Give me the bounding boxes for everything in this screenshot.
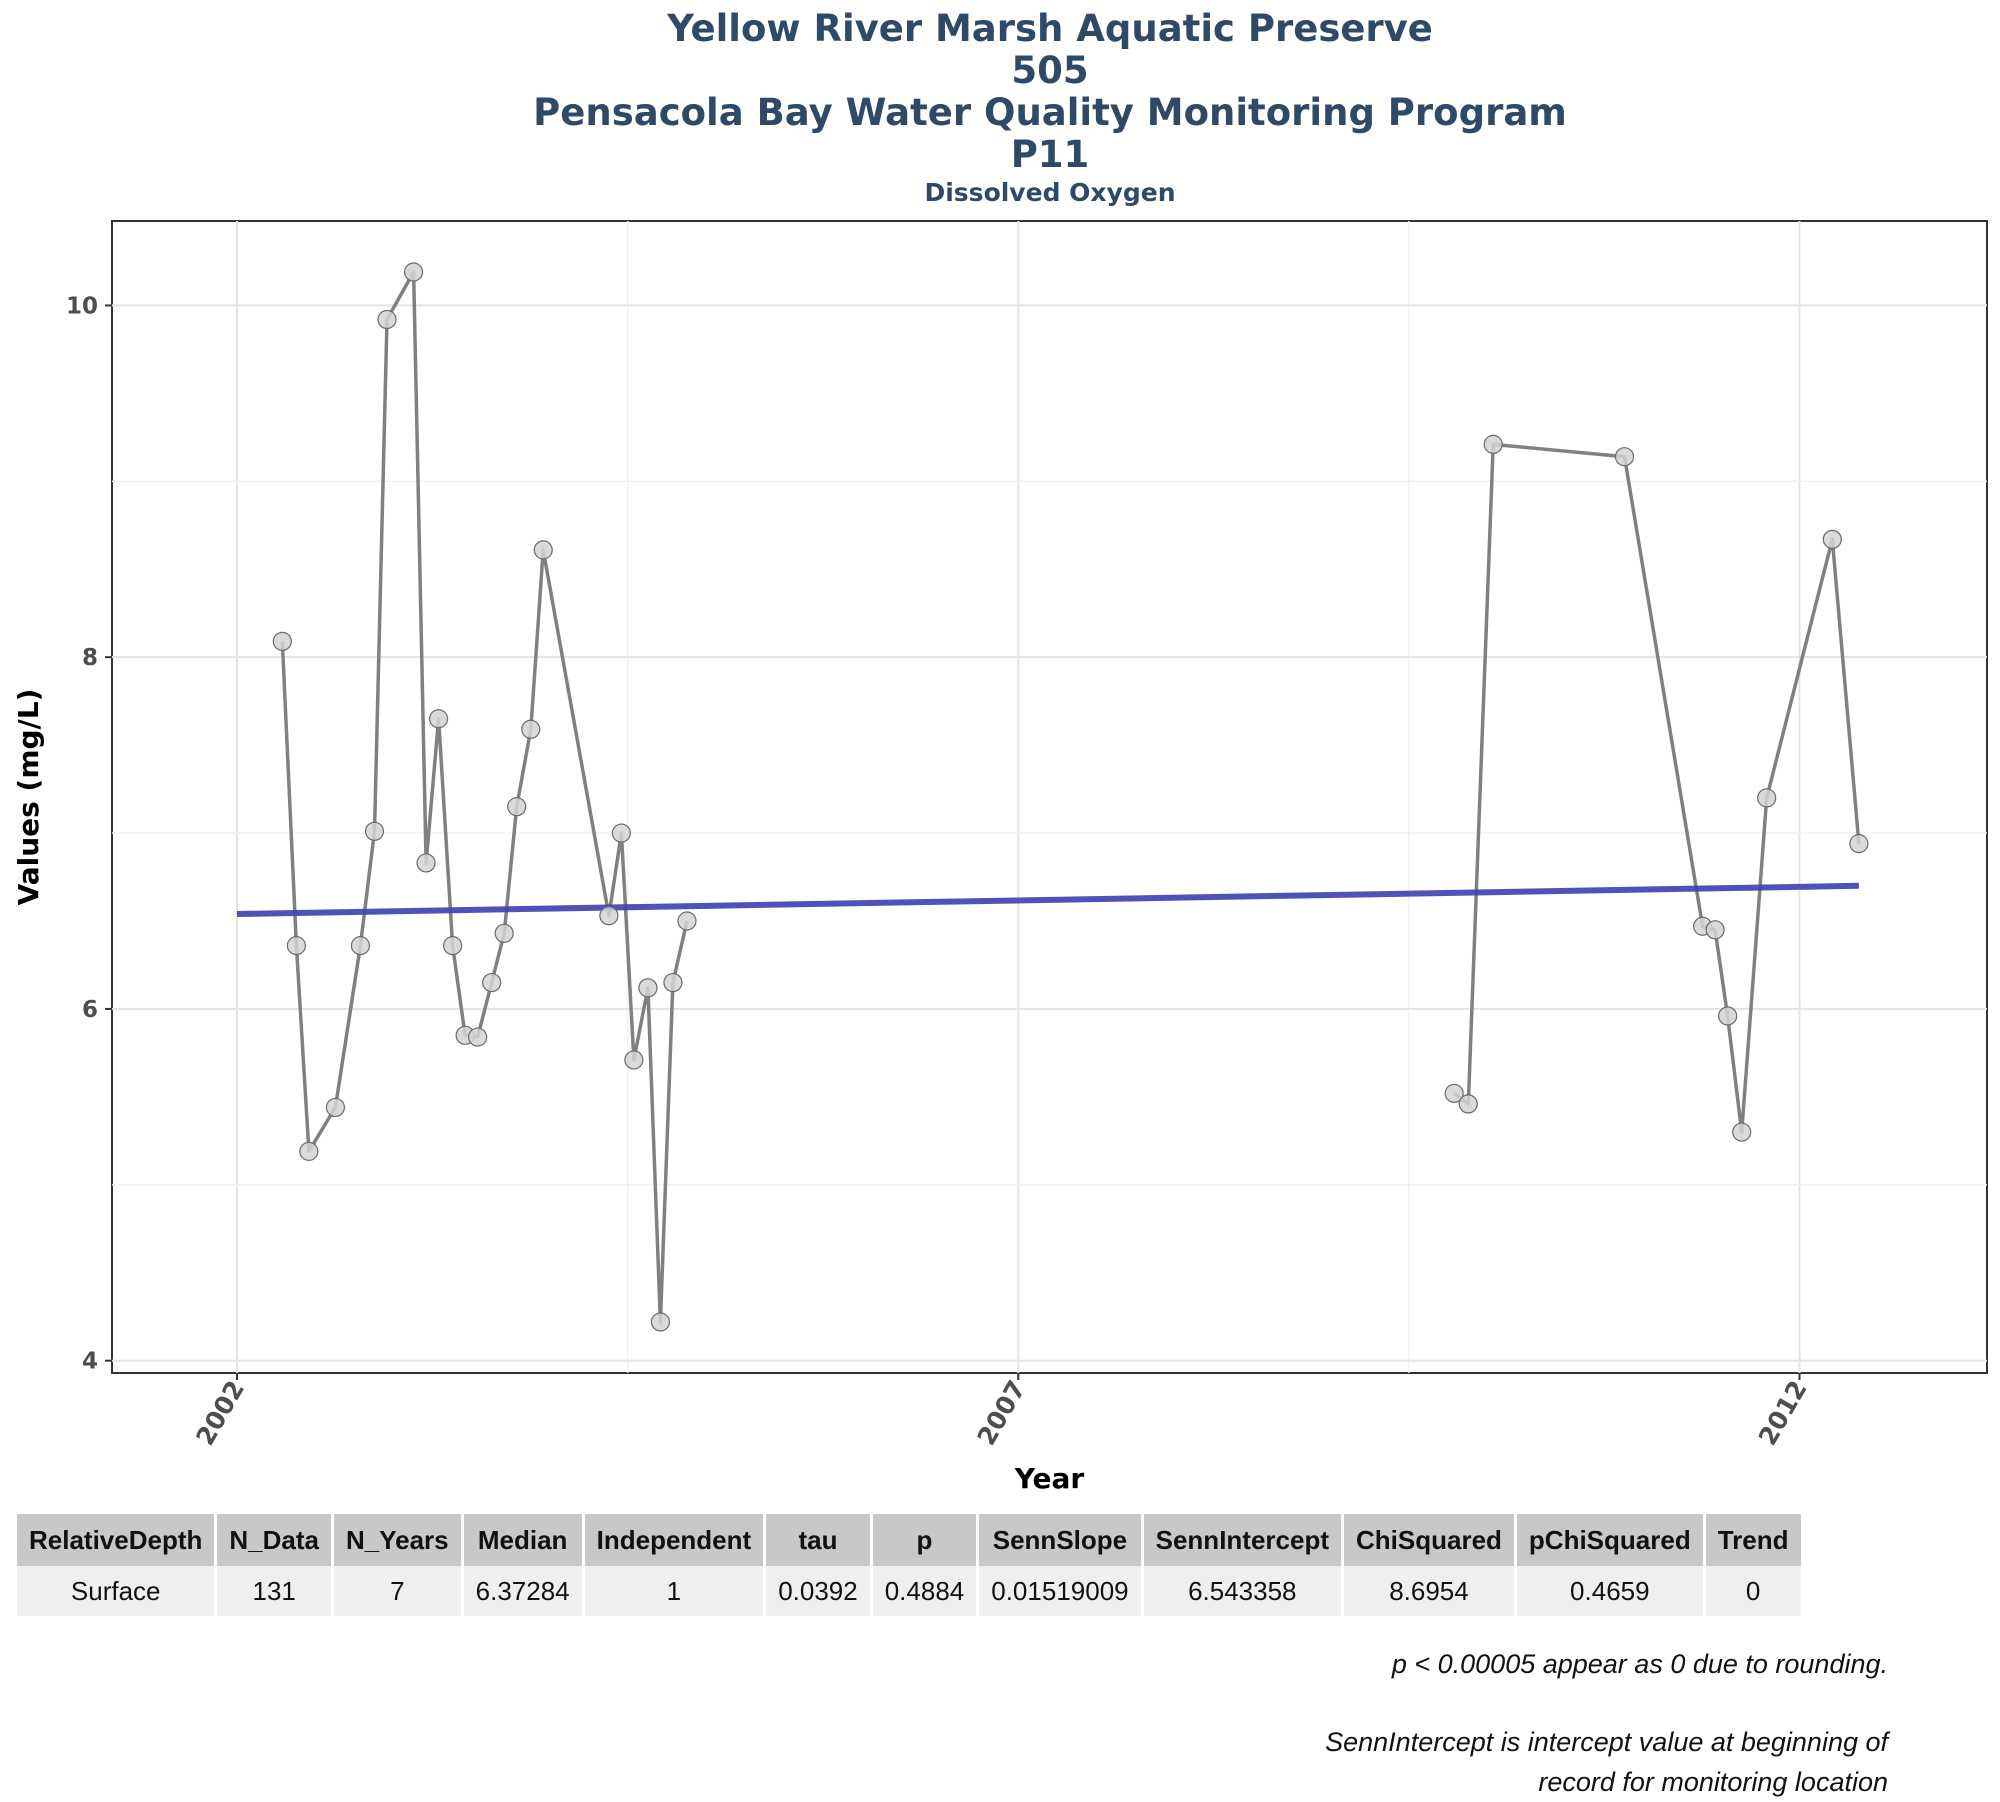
data-point [350,936,371,956]
data-point [1705,920,1725,940]
table-header-cell: Independent [584,1514,764,1566]
y-tick-label: 8 [82,645,98,671]
data-point [428,709,449,729]
data-point [599,906,619,926]
data-point [1718,1006,1738,1026]
table-cell: 0.4884 [872,1566,977,1616]
plot-panel [111,220,1988,1374]
table-header-cell: pChiSquared [1516,1514,1703,1566]
table-body: Surface 131 7 6.37284 1 0.0392 0.4884 0.0151900… [17,1566,1801,1616]
x-tick-label: 2012 [1753,1376,1813,1451]
grid [112,221,1987,1373]
table-cell: 1 [584,1566,764,1616]
data-point [272,631,292,651]
x-tick-label: 2002 [190,1376,250,1451]
note-intercept-line1: SennIntercept is intercept value at begi… [1325,1727,1888,1757]
data-point [1458,1094,1478,1114]
data-point [286,936,306,956]
table-row: Surface 131 7 6.37284 1 0.0392 0.4884 0.0151900… [17,1566,1801,1616]
data-point [1757,788,1777,808]
chart-titles: Yellow River Marsh Aquatic Preserve 505 … [0,8,2000,210]
data-point [638,978,658,998]
data-point [494,923,514,943]
data-point [403,262,424,282]
stats-table: RelativeDepth N_Data N_Years Median Independ… [14,1514,1804,1616]
chart-subtitle-program: Pensacola Bay Water Quality Monitoring P… [533,91,1567,134]
x-tick-label: 2007 [972,1376,1032,1451]
table-cell: Surface [17,1566,215,1616]
table-cell: 131 [217,1566,331,1616]
data-point [624,1050,644,1070]
data-point [416,853,436,873]
table-cell: 6.37284 [463,1566,582,1616]
data-point [299,1141,319,1161]
note-intercept-line2: record for monitoring location [1538,1767,1888,1797]
data-point [1822,529,1842,549]
data-point [507,797,527,817]
table-header-cell: N_Data [217,1514,331,1566]
chart-subtitle-site: P11 [1010,133,1090,176]
table-cell: 8.6954 [1344,1566,1514,1616]
y-tick-label: 6 [82,997,98,1023]
series [236,262,1869,1332]
data-point [663,972,683,993]
table-cell: 0.0392 [766,1566,870,1616]
data-point [521,719,541,739]
chart: 4 6 8 10 2002 2007 2012 Year Values (mg/L) [12,220,1988,1495]
table-header-cell: p [872,1514,977,1566]
chart-subtitle-station: 505 [1011,49,1089,92]
table-header-cell: N_Years [333,1514,461,1566]
table-header-cell: SennIntercept [1143,1514,1341,1566]
table-header-cell: Median [463,1514,582,1566]
table-cell: 0.01519009 [979,1566,1141,1616]
y-tick-label: 4 [82,1349,98,1375]
data-point [1849,834,1869,854]
table-header-row: RelativeDepth N_Data N_Years Median Independ… [17,1514,1801,1566]
data-point [325,1097,346,1118]
table-cell: 0 [1705,1566,1801,1616]
data-point [1444,1083,1464,1103]
data-point [1483,434,1503,454]
note-rounding: p < 0.00005 appear as 0 due to rounding. [1391,1649,1888,1679]
data-point [1614,447,1635,467]
chart-subtitle-parameter: Dissolved Oxygen [924,178,1176,207]
data-point [482,972,502,993]
data-point [468,1027,488,1047]
data-point [1732,1122,1752,1142]
table-header-cell: RelativeDepth [17,1514,215,1566]
table-cell: 0.4659 [1516,1566,1703,1616]
table-cell: 6.543358 [1143,1566,1341,1616]
data-point [533,540,553,560]
x-axis-title: Year [1014,1462,1085,1495]
chart-title: Yellow River Marsh Aquatic Preserve [667,7,1433,50]
trend-line [236,882,1859,917]
table-header-cell: ChiSquared [1344,1514,1514,1566]
table-header-cell: tau [766,1514,870,1566]
y-tick-label: 10 [66,293,98,319]
data-point [677,911,697,931]
y-axis-title: Values (mg/L) [12,689,45,906]
table-header-cell: Trend [1705,1514,1801,1566]
data-point [364,821,385,841]
table-cell: 7 [333,1566,461,1616]
data-point [377,309,397,330]
data-point [443,936,463,956]
data-point [611,823,631,843]
data-point [650,1312,671,1332]
table-header-cell: SennSlope [979,1514,1141,1566]
